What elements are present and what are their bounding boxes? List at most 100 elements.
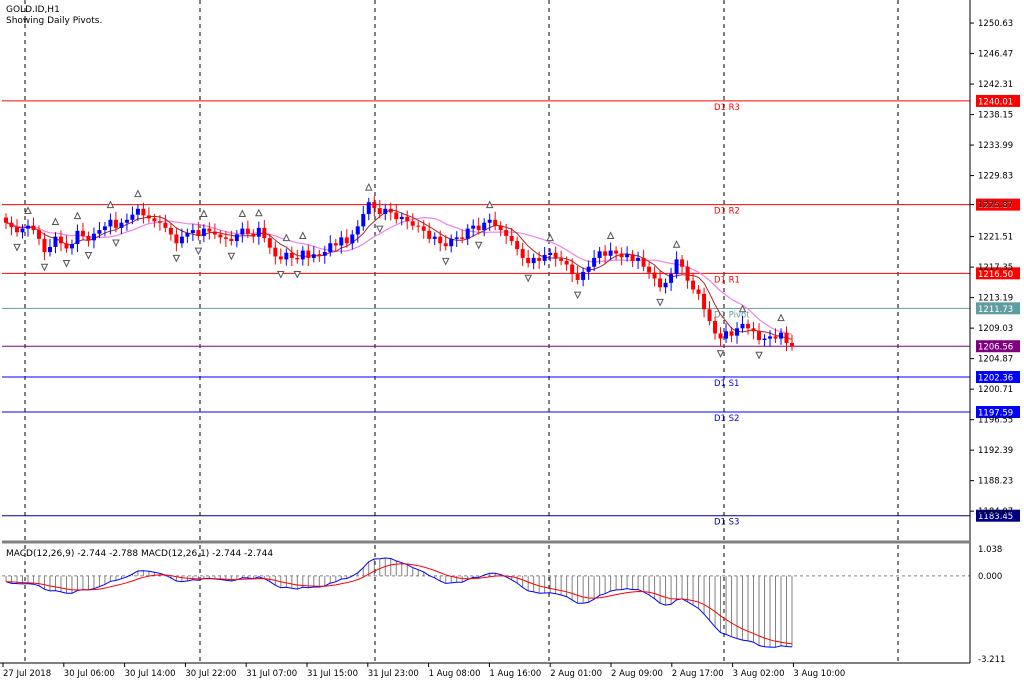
fractal-up-arrow bbox=[106, 200, 115, 209]
candle-body bbox=[537, 257, 542, 261]
fractal-down-arrow bbox=[755, 351, 763, 360]
candle-body bbox=[377, 208, 382, 214]
pivot-price-tag bbox=[976, 371, 1020, 384]
candle-body bbox=[53, 236, 58, 247]
fractal-up-arrow bbox=[200, 209, 208, 217]
candle-body bbox=[130, 214, 135, 220]
candle-body bbox=[58, 236, 63, 244]
candle-body bbox=[146, 215, 151, 219]
candle-body bbox=[773, 336, 778, 339]
candle-body bbox=[564, 260, 569, 265]
fractal-down-arrow bbox=[524, 274, 532, 283]
candle-body bbox=[559, 258, 564, 261]
candle-body bbox=[86, 235, 91, 241]
candle-body bbox=[383, 208, 388, 214]
candle-body bbox=[207, 228, 212, 232]
fractal-down-arrow bbox=[112, 239, 120, 248]
candle-body bbox=[355, 226, 360, 235]
pivot-price-tag bbox=[976, 267, 1020, 280]
time-tick-label: 1 Aug 16:00 bbox=[489, 669, 541, 679]
time-tick-label: 31 Jul 23:00 bbox=[368, 669, 419, 679]
candle-body bbox=[680, 259, 685, 267]
candle-body bbox=[344, 237, 349, 244]
candle-body bbox=[267, 238, 272, 248]
candle-body bbox=[289, 252, 294, 258]
candle-body bbox=[751, 328, 756, 332]
candle-body bbox=[724, 331, 729, 339]
pivot-name-label: D1 R2 bbox=[714, 207, 740, 217]
candle-body bbox=[273, 247, 278, 257]
candle-body bbox=[311, 254, 316, 258]
macd-tick-label: 0.000 bbox=[978, 572, 1002, 582]
fractal-down-arrow bbox=[716, 350, 725, 358]
candle-body bbox=[42, 238, 47, 253]
candle-body bbox=[570, 264, 575, 275]
fractal-up-arrow bbox=[282, 233, 291, 242]
candle-body bbox=[685, 266, 690, 281]
fractal-down-arrow bbox=[474, 241, 483, 250]
candle-body bbox=[471, 225, 476, 229]
pivot-price-label: 1225.87 bbox=[978, 201, 1013, 211]
price-tick-label: 1188.23 bbox=[978, 477, 1013, 487]
candle-body bbox=[20, 228, 25, 233]
pivot-price-label: 1240.01 bbox=[978, 97, 1013, 107]
candle-body bbox=[333, 243, 338, 246]
candle-body bbox=[97, 230, 102, 234]
candle-body bbox=[438, 236, 443, 244]
price-tick-label: 1238.15 bbox=[978, 111, 1013, 121]
price-tick-label: 1192.39 bbox=[978, 446, 1013, 456]
pivot-price-tag bbox=[976, 94, 1020, 107]
candle-body bbox=[339, 237, 344, 246]
candle-body bbox=[641, 257, 646, 267]
candle-body bbox=[394, 212, 399, 220]
candle-body bbox=[163, 222, 168, 228]
fractal-up-arrow bbox=[777, 313, 785, 322]
fractal-up-arrow bbox=[485, 200, 494, 209]
time-tick-label: 2 Aug 17:00 bbox=[672, 669, 724, 679]
candle-body bbox=[707, 309, 712, 321]
candle-body bbox=[229, 238, 234, 242]
fractal-down-arrow bbox=[172, 254, 181, 263]
macd-signal-line bbox=[5, 563, 793, 645]
candle-body bbox=[713, 321, 718, 334]
pivot-price-label: 1216.50 bbox=[978, 270, 1013, 280]
candle-body bbox=[614, 250, 619, 254]
candle-body bbox=[350, 234, 355, 244]
price-tick-label: 1242.31 bbox=[978, 80, 1013, 90]
price-tick-label: 1246.47 bbox=[978, 50, 1013, 60]
candle-body bbox=[498, 225, 503, 231]
time-tick-label: 3 Aug 10:00 bbox=[793, 669, 845, 679]
candle-body bbox=[575, 274, 580, 280]
candle-body bbox=[322, 252, 327, 256]
candle-body bbox=[124, 219, 129, 223]
candle-body bbox=[735, 328, 740, 336]
fractal-up-arrow bbox=[134, 189, 142, 198]
fractal-down-arrow bbox=[13, 243, 21, 252]
candle-body bbox=[449, 238, 454, 247]
candle-body bbox=[443, 243, 448, 247]
candle-body bbox=[625, 254, 630, 258]
candle-body bbox=[47, 246, 52, 253]
chart-subtitle: Showing Daily Pivots. bbox=[6, 16, 102, 26]
candle-body bbox=[416, 225, 421, 227]
candle-body bbox=[526, 257, 531, 264]
candle-body bbox=[520, 249, 525, 258]
candle-body bbox=[581, 271, 586, 280]
price-tick-label: 1225.87 bbox=[978, 201, 1013, 211]
candle-body bbox=[69, 244, 74, 249]
candle-body bbox=[135, 208, 140, 215]
candle-body bbox=[768, 336, 773, 339]
fractal-up-arrow bbox=[255, 208, 263, 217]
candle-body bbox=[658, 278, 663, 288]
time-tick-label: 1 Aug 08:00 bbox=[429, 669, 481, 679]
price-tick-label: 1217.35 bbox=[978, 263, 1013, 273]
candle-body bbox=[636, 257, 641, 261]
candle-body bbox=[702, 293, 707, 310]
pivot-price-label: 1197.59 bbox=[978, 409, 1013, 419]
candle-body bbox=[201, 228, 206, 236]
fractal-up-arrow bbox=[73, 211, 82, 220]
candle-body bbox=[790, 343, 794, 347]
candle-body bbox=[317, 254, 322, 256]
time-tick-label: 2 Aug 01:00 bbox=[550, 669, 602, 679]
